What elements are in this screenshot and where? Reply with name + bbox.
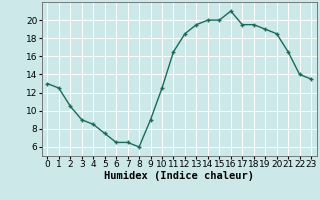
X-axis label: Humidex (Indice chaleur): Humidex (Indice chaleur) <box>104 171 254 181</box>
